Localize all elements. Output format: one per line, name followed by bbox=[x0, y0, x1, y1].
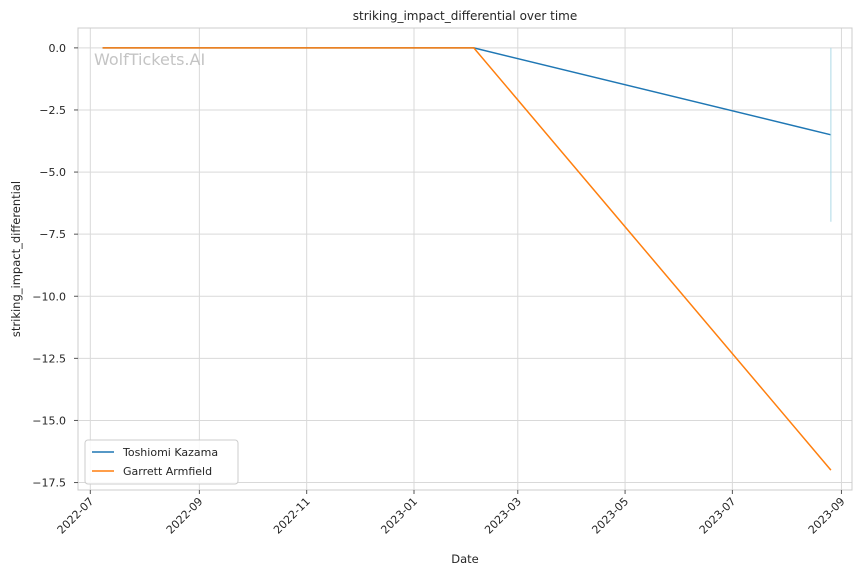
x-tick-labels: 2022-07 2022-09 2022-11 2023-01 2023-03 2023-… bbox=[55, 490, 848, 537]
x-tick-label: 2023-05 bbox=[590, 495, 632, 537]
y-tick-label: −10.0 bbox=[32, 290, 66, 303]
watermark-text: WolfTickets.AI bbox=[94, 50, 205, 69]
legend-label-1: Garrett Armfield bbox=[123, 465, 212, 478]
x-tick-label: 2022-11 bbox=[271, 495, 313, 537]
x-tick-label: 2022-07 bbox=[55, 495, 97, 537]
x-tick-label: 2023-03 bbox=[482, 495, 524, 537]
y-tick-label: −5.0 bbox=[39, 166, 66, 179]
chart-title: striking_impact_differential over time bbox=[353, 9, 578, 23]
series-line-1 bbox=[102, 47, 832, 471]
y-tick-label: −12.5 bbox=[32, 352, 66, 365]
y-tick-labels: 0.0 −2.5 −5.0 −7.5 −10.0 −12.5 −15.0 −17.5 bbox=[32, 42, 78, 490]
legend-label-0: Toshiomi Kazama bbox=[122, 446, 218, 459]
x-tick-label: 2023-07 bbox=[697, 495, 739, 537]
x-tick-label: 2022-09 bbox=[164, 495, 206, 537]
x-tick-label: 2023-01 bbox=[378, 495, 420, 537]
legend-box bbox=[84, 439, 239, 485]
series-line-0 bbox=[102, 47, 832, 136]
series-lines bbox=[102, 47, 832, 471]
y-tick-label: 0.0 bbox=[49, 42, 67, 55]
y-tick-label: −7.5 bbox=[39, 228, 66, 241]
plot-frame bbox=[77, 27, 853, 491]
grid-lines bbox=[78, 28, 852, 490]
y-axis-title: striking_impact_differential bbox=[9, 181, 23, 337]
y-tick-label: −17.5 bbox=[32, 477, 66, 490]
y-tick-label: −15.0 bbox=[32, 414, 66, 427]
y-tick-label: −2.5 bbox=[39, 104, 66, 117]
x-axis-title: Date bbox=[451, 552, 479, 566]
legend: Toshiomi Kazama Garrett Armfield bbox=[84, 439, 239, 485]
x-tick-label: 2023-09 bbox=[806, 495, 848, 537]
